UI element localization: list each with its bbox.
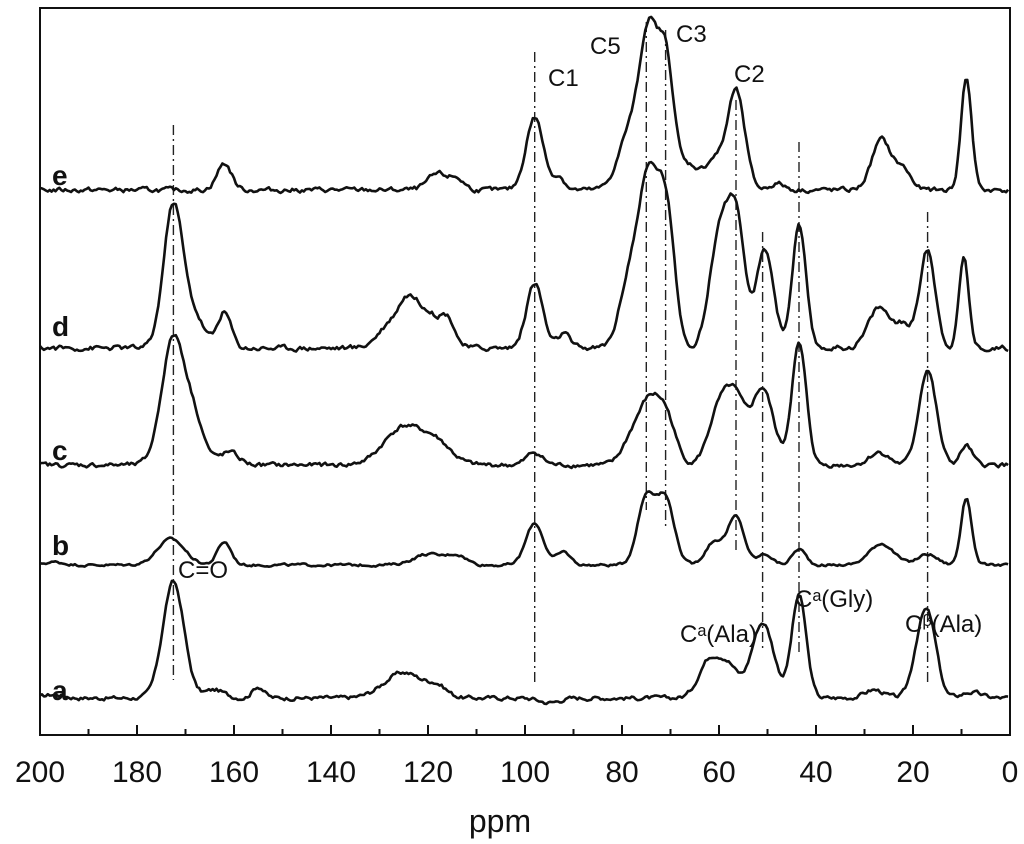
series-label-c: c <box>52 435 68 466</box>
x-tick-label: 0 <box>1002 756 1019 789</box>
spectrum-c <box>40 335 1008 468</box>
x-tick-label: 140 <box>306 756 356 789</box>
series-label-d: d <box>52 311 69 342</box>
annotation-label: C3 <box>676 21 707 48</box>
annotation-label: C2 <box>734 61 765 88</box>
spectrum-e <box>40 17 1008 193</box>
x-tick-label: 180 <box>112 756 162 789</box>
x-tick-label: 200 <box>15 756 65 789</box>
peak-annotations: C1 C5 C3 C2 C=O Cᵃ(Ala) Cᵃ(Gly) Cᵝ(Ala) <box>178 21 982 648</box>
annotation-label: C5 <box>590 33 621 60</box>
x-tick-label: 100 <box>500 756 550 789</box>
x-tick-label: 80 <box>605 756 638 789</box>
annotation-label: Cᵃ(Ala) <box>680 621 757 648</box>
x-tick-label: 60 <box>702 756 735 789</box>
x-tick-label: 40 <box>799 756 832 789</box>
series-label-e: e <box>52 160 68 191</box>
x-tick-label: 20 <box>896 756 929 789</box>
series-labels: a b c d e <box>52 160 69 706</box>
spectrum-b <box>40 491 1008 566</box>
x-tick-label: 160 <box>209 756 259 789</box>
annotation-label: Cᵝ(Ala) <box>905 611 982 638</box>
annotation-label: Cᵃ(Gly) <box>795 586 873 613</box>
annotation-label: C1 <box>548 65 579 92</box>
annotation-label: C=O <box>178 557 228 584</box>
series-label-a: a <box>52 675 68 706</box>
series-label-b: b <box>52 530 69 561</box>
x-axis-label: ppm <box>469 803 531 839</box>
x-tick-label: 120 <box>403 756 453 789</box>
